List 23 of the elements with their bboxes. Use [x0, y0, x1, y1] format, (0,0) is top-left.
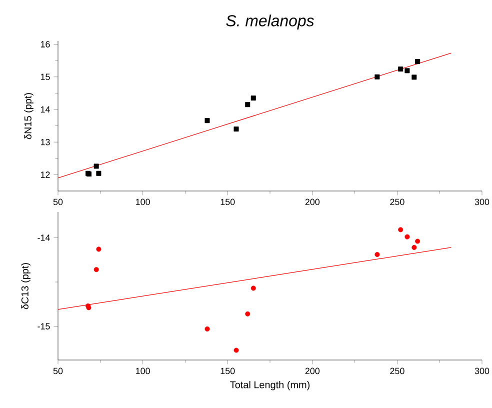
y-tick-label: 13 — [40, 138, 50, 146]
x-axis-title: Total Length (mm) — [230, 380, 310, 390]
x-tick-label: 50 — [53, 198, 63, 206]
x-tick-label: 50 — [53, 368, 63, 374]
y-tick-label: 14 — [40, 106, 50, 113]
x-tick-label: 250 — [390, 198, 404, 206]
x-tick-label: 200 — [305, 198, 320, 206]
x-tick-label: 100 — [136, 198, 150, 206]
y-axis-title: δN15 (ppt) — [24, 93, 34, 140]
y-tick-label: -15 — [38, 323, 50, 330]
x-tick-label: 250 — [390, 368, 404, 374]
y-axis-title: δC13 (ppt) — [21, 263, 30, 310]
y-tick-label: 15 — [40, 74, 50, 80]
x-tick-label: 200 — [305, 368, 320, 374]
x-tick-label: 100 — [136, 368, 150, 374]
y-tick-label: -14 — [38, 234, 50, 241]
y-tick-label: 16 — [40, 41, 50, 48]
x-tick-label: 150 — [220, 198, 235, 206]
y-tick-label: 12 — [40, 172, 50, 178]
x-tick-label: 300 — [474, 368, 490, 374]
chart-title: S. melanops — [226, 14, 314, 30]
x-tick-label: 300 — [474, 198, 490, 206]
x-tick-label: 150 — [220, 368, 235, 374]
